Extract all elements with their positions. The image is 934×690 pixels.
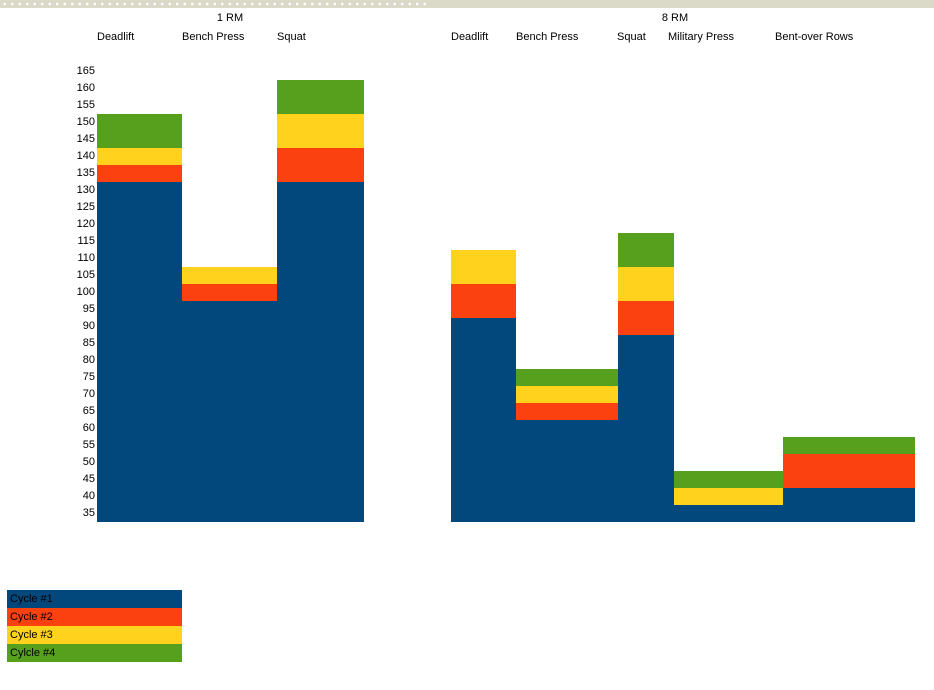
bar-segment-cycle2 — [618, 300, 674, 335]
bar-segment-cycle3 — [277, 113, 364, 148]
column-label: Deadlift — [97, 31, 135, 43]
y-axis-tick-label: 140 — [76, 150, 95, 162]
y-axis-tick-label: 65 — [82, 405, 95, 417]
bar-segment-cycle1 — [182, 300, 277, 522]
bar-segment-cycle1 — [783, 487, 915, 522]
bar-segment-cycle4 — [618, 232, 674, 267]
bar-segment-cycle4 — [97, 113, 182, 148]
bar-segment-cycle3 — [516, 385, 618, 403]
bar-segment-cycle2 — [516, 402, 618, 420]
y-axis-tick-label: 160 — [76, 82, 95, 94]
column-label: Bent-over Rows — [775, 31, 854, 43]
y-axis-tick-label: 50 — [82, 456, 95, 468]
bar-segment-cycle2 — [97, 164, 182, 182]
bar-segment-cycle3 — [618, 266, 674, 301]
y-axis-tick-label: 35 — [82, 507, 95, 519]
bar-segment-cycle3 — [451, 249, 516, 284]
bar-segment-cycle4 — [674, 470, 783, 488]
bar-segment-cycle1 — [618, 334, 674, 522]
y-axis-tick-label: 90 — [82, 320, 95, 332]
bar-segment-cycle1 — [516, 419, 618, 522]
y-axis-tick-label: 130 — [76, 184, 95, 196]
bar-segment-cycle2 — [182, 283, 277, 301]
bar-segment-cycle1 — [451, 317, 516, 522]
y-axis-tick-label: 60 — [82, 422, 95, 434]
y-axis-tick-label: 115 — [77, 235, 95, 247]
y-axis-tick-label: 100 — [76, 286, 95, 298]
y-axis-tick-label: 110 — [77, 252, 95, 264]
y-axis-tick-label: 95 — [82, 303, 95, 315]
page-break-dots — [0, 0, 430, 8]
legend-item-cycle4: Cylcle #4 — [7, 644, 182, 662]
bar-segment-cycle2 — [783, 453, 915, 488]
legend-item-cycle1: Cycle #1 — [7, 590, 182, 608]
legend-item-cycle2: Cycle #2 — [7, 608, 182, 626]
column-label: Military Press — [668, 31, 735, 43]
group-title: 1 RM — [216, 12, 244, 24]
y-axis-tick-label: 40 — [82, 490, 95, 502]
y-axis-tick-label: 145 — [76, 133, 95, 145]
y-axis-tick-label: 75 — [82, 371, 95, 383]
bar-segment-cycle1 — [97, 181, 182, 522]
bar-segment-cycle4 — [783, 436, 915, 454]
page-break-strip — [0, 0, 934, 8]
y-axis-tick-label: 120 — [76, 218, 95, 230]
column-label: Squat — [277, 31, 306, 43]
bar-segment-cycle1 — [277, 181, 364, 522]
y-axis-tick-label: 155 — [76, 99, 95, 111]
bar-segment-cycle3 — [674, 487, 783, 505]
y-axis-tick-label: 125 — [76, 201, 95, 213]
legend-item-cycle3: Cycle #3 — [7, 626, 182, 644]
y-axis-tick-label: 135 — [76, 167, 95, 179]
y-axis-tick-label: 165 — [76, 65, 95, 77]
column-label: Bench Press — [516, 31, 579, 43]
y-axis-tick-label: 55 — [82, 439, 95, 451]
y-axis-tick-label: 150 — [76, 116, 95, 128]
column-label: Bench Press — [182, 31, 245, 43]
bar-segment-cycle1 — [674, 504, 783, 522]
y-axis-tick-label: 80 — [82, 354, 95, 366]
y-axis-tick-label: 105 — [76, 269, 95, 281]
bar-segment-cycle3 — [97, 147, 182, 165]
column-label: Deadlift — [451, 31, 489, 43]
bar-segment-cycle4 — [277, 79, 364, 114]
group-title: 8 RM — [661, 12, 689, 24]
bar-segment-cycle3 — [182, 266, 277, 284]
column-label: Squat — [617, 31, 646, 43]
y-axis-tick-label: 45 — [82, 473, 95, 485]
bar-segment-cycle2 — [277, 147, 364, 182]
y-axis-tick-label: 85 — [82, 337, 95, 349]
y-axis-tick-label: 70 — [82, 388, 95, 400]
bar-segment-cycle2 — [451, 283, 516, 318]
bar-segment-cycle4 — [516, 368, 618, 386]
